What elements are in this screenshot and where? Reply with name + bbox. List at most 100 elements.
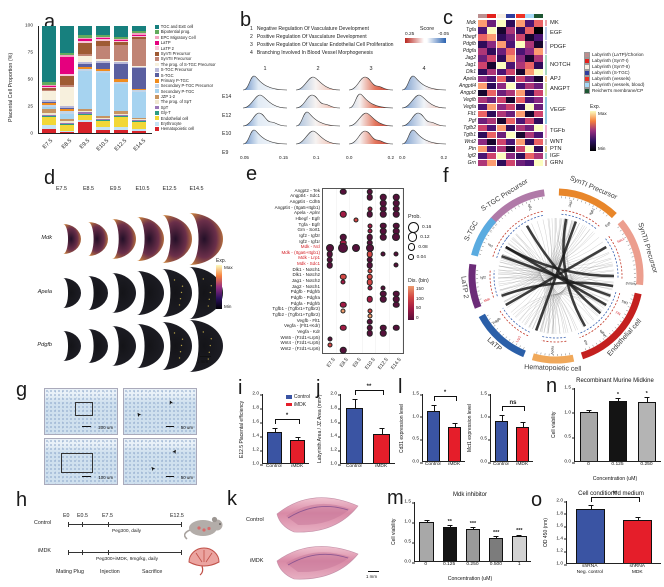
legend-label: Control	[293, 394, 310, 400]
c-gene-label: Tgfb2	[463, 125, 476, 131]
c-gene-label: Pgf	[468, 118, 476, 124]
bar-segment	[60, 106, 74, 109]
gene-tick	[511, 209, 513, 212]
legend-item: The prog. of SpT	[155, 99, 239, 104]
x-tick-label: 1	[517, 562, 521, 567]
chord	[512, 294, 603, 315]
g-region-box	[60, 452, 94, 474]
plot-area: *	[262, 394, 309, 464]
plot-area: **	[574, 388, 661, 462]
gene-tick	[518, 205, 520, 208]
heatmap-cell	[515, 20, 525, 27]
y-tick-mark	[563, 551, 567, 553]
heatmap-cell	[524, 82, 534, 90]
y-tick-label: 0.0	[480, 459, 491, 465]
gene-tick	[479, 253, 482, 255]
e-dis-title: Dis. (bin)	[408, 278, 429, 284]
heatmap-row	[478, 117, 544, 125]
d-section-image	[63, 224, 81, 254]
celltype-arc	[531, 353, 575, 364]
heatmap-cell	[496, 61, 506, 69]
dot	[367, 268, 373, 274]
error-cap	[588, 505, 593, 506]
bar-segment	[42, 88, 56, 91]
h-tick-label-e05: E0.5	[77, 513, 88, 519]
gene-label: Itgb1	[588, 207, 595, 216]
heatmap-cell	[506, 89, 516, 97]
a-y-axis-label: Placental Cell Proportion (%)	[8, 52, 14, 122]
legend-swatch	[155, 35, 159, 40]
heatmap-cell	[496, 54, 506, 62]
k-imdk-label: iMDK	[250, 558, 264, 564]
legend-swatch	[155, 100, 159, 105]
d-section-image	[88, 276, 108, 310]
x-axis: Control iMDK	[490, 462, 533, 475]
heatmap-cell	[515, 138, 525, 146]
bar-segment	[114, 64, 128, 80]
b-column-number: 1	[263, 66, 267, 72]
e-pair-label: Angpt2 - Tek	[294, 187, 320, 193]
plot-area: *	[422, 390, 465, 462]
bar-segment	[60, 57, 74, 75]
chart-title: Recombinant Murine Midkine	[576, 378, 654, 384]
legend-item: Labyrinth (SynT-I)	[584, 58, 664, 64]
chord	[536, 221, 553, 334]
x-tick-label: E8.5	[60, 138, 73, 151]
e-prob-legend: Prob. 0.16 0.12 0.08 0.04	[408, 214, 448, 262]
y-tick-label: 1.2	[556, 548, 567, 554]
c-gene-label: Jag2	[465, 55, 476, 61]
y-tick-mark	[563, 538, 567, 540]
heatmap-cell	[487, 124, 497, 132]
chord-bundle	[562, 218, 587, 327]
heatmap-cell	[478, 117, 487, 125]
heatmap-cell	[534, 54, 544, 62]
heatmap-cell	[534, 33, 544, 41]
stacked-bar	[42, 26, 56, 133]
heatmap-cell	[506, 68, 516, 76]
legend-swatch	[584, 52, 590, 58]
chord	[542, 219, 552, 334]
dot	[379, 233, 387, 241]
heatmap-cell	[534, 96, 544, 104]
gene-tick	[630, 298, 633, 300]
heatmap-cell	[478, 26, 487, 34]
e-pair-label: Grn - Sort1	[297, 227, 321, 233]
bar-slot: *	[632, 388, 661, 461]
dot	[339, 211, 347, 218]
d-scalebar-label: 1 mm	[197, 359, 208, 364]
gene-tick	[499, 331, 501, 333]
significance-label: ns	[509, 399, 517, 406]
marker-arc	[578, 291, 617, 335]
c-group-bar	[545, 20, 548, 26]
significance-label: ***	[516, 528, 523, 535]
e-pair-label: Dlk1 - Notch2	[292, 272, 320, 278]
prob-value: 0.12	[420, 234, 430, 240]
bar-slot	[286, 394, 309, 463]
gene-tick	[577, 199, 579, 202]
marker-arc	[502, 307, 530, 333]
dot	[366, 329, 373, 337]
x-tick-label: E12.5	[376, 357, 390, 371]
y-tick-label: 1.0	[556, 561, 567, 567]
heatmap-cell	[506, 26, 516, 34]
gene-label: Ncl	[615, 310, 621, 316]
heatmap-cell	[534, 20, 544, 27]
bar-segment	[60, 124, 74, 126]
y-tick-mark	[487, 416, 491, 418]
y-tick-label: 1.8	[252, 405, 263, 411]
heatmap-cell	[487, 103, 497, 111]
heatmap-cell	[515, 145, 525, 153]
bar-segment	[96, 36, 110, 38]
marker-arc	[502, 210, 544, 238]
y-axis: 1.0 1.2 1.4 1.6 1.8 2.0	[553, 499, 567, 567]
bar-segment	[132, 120, 146, 122]
bar-segment	[78, 40, 92, 44]
panel-letter-a: a	[44, 11, 56, 33]
y-tick-label: 0.5	[564, 434, 575, 440]
heatmap-cell	[506, 138, 516, 146]
c-group-label: EGF	[550, 30, 562, 36]
legend-label: Labyrinth (SynT-II)	[592, 64, 630, 70]
c-group-bar	[545, 97, 548, 124]
stacked-bar	[60, 26, 74, 133]
b-row-label: E12	[222, 112, 232, 119]
